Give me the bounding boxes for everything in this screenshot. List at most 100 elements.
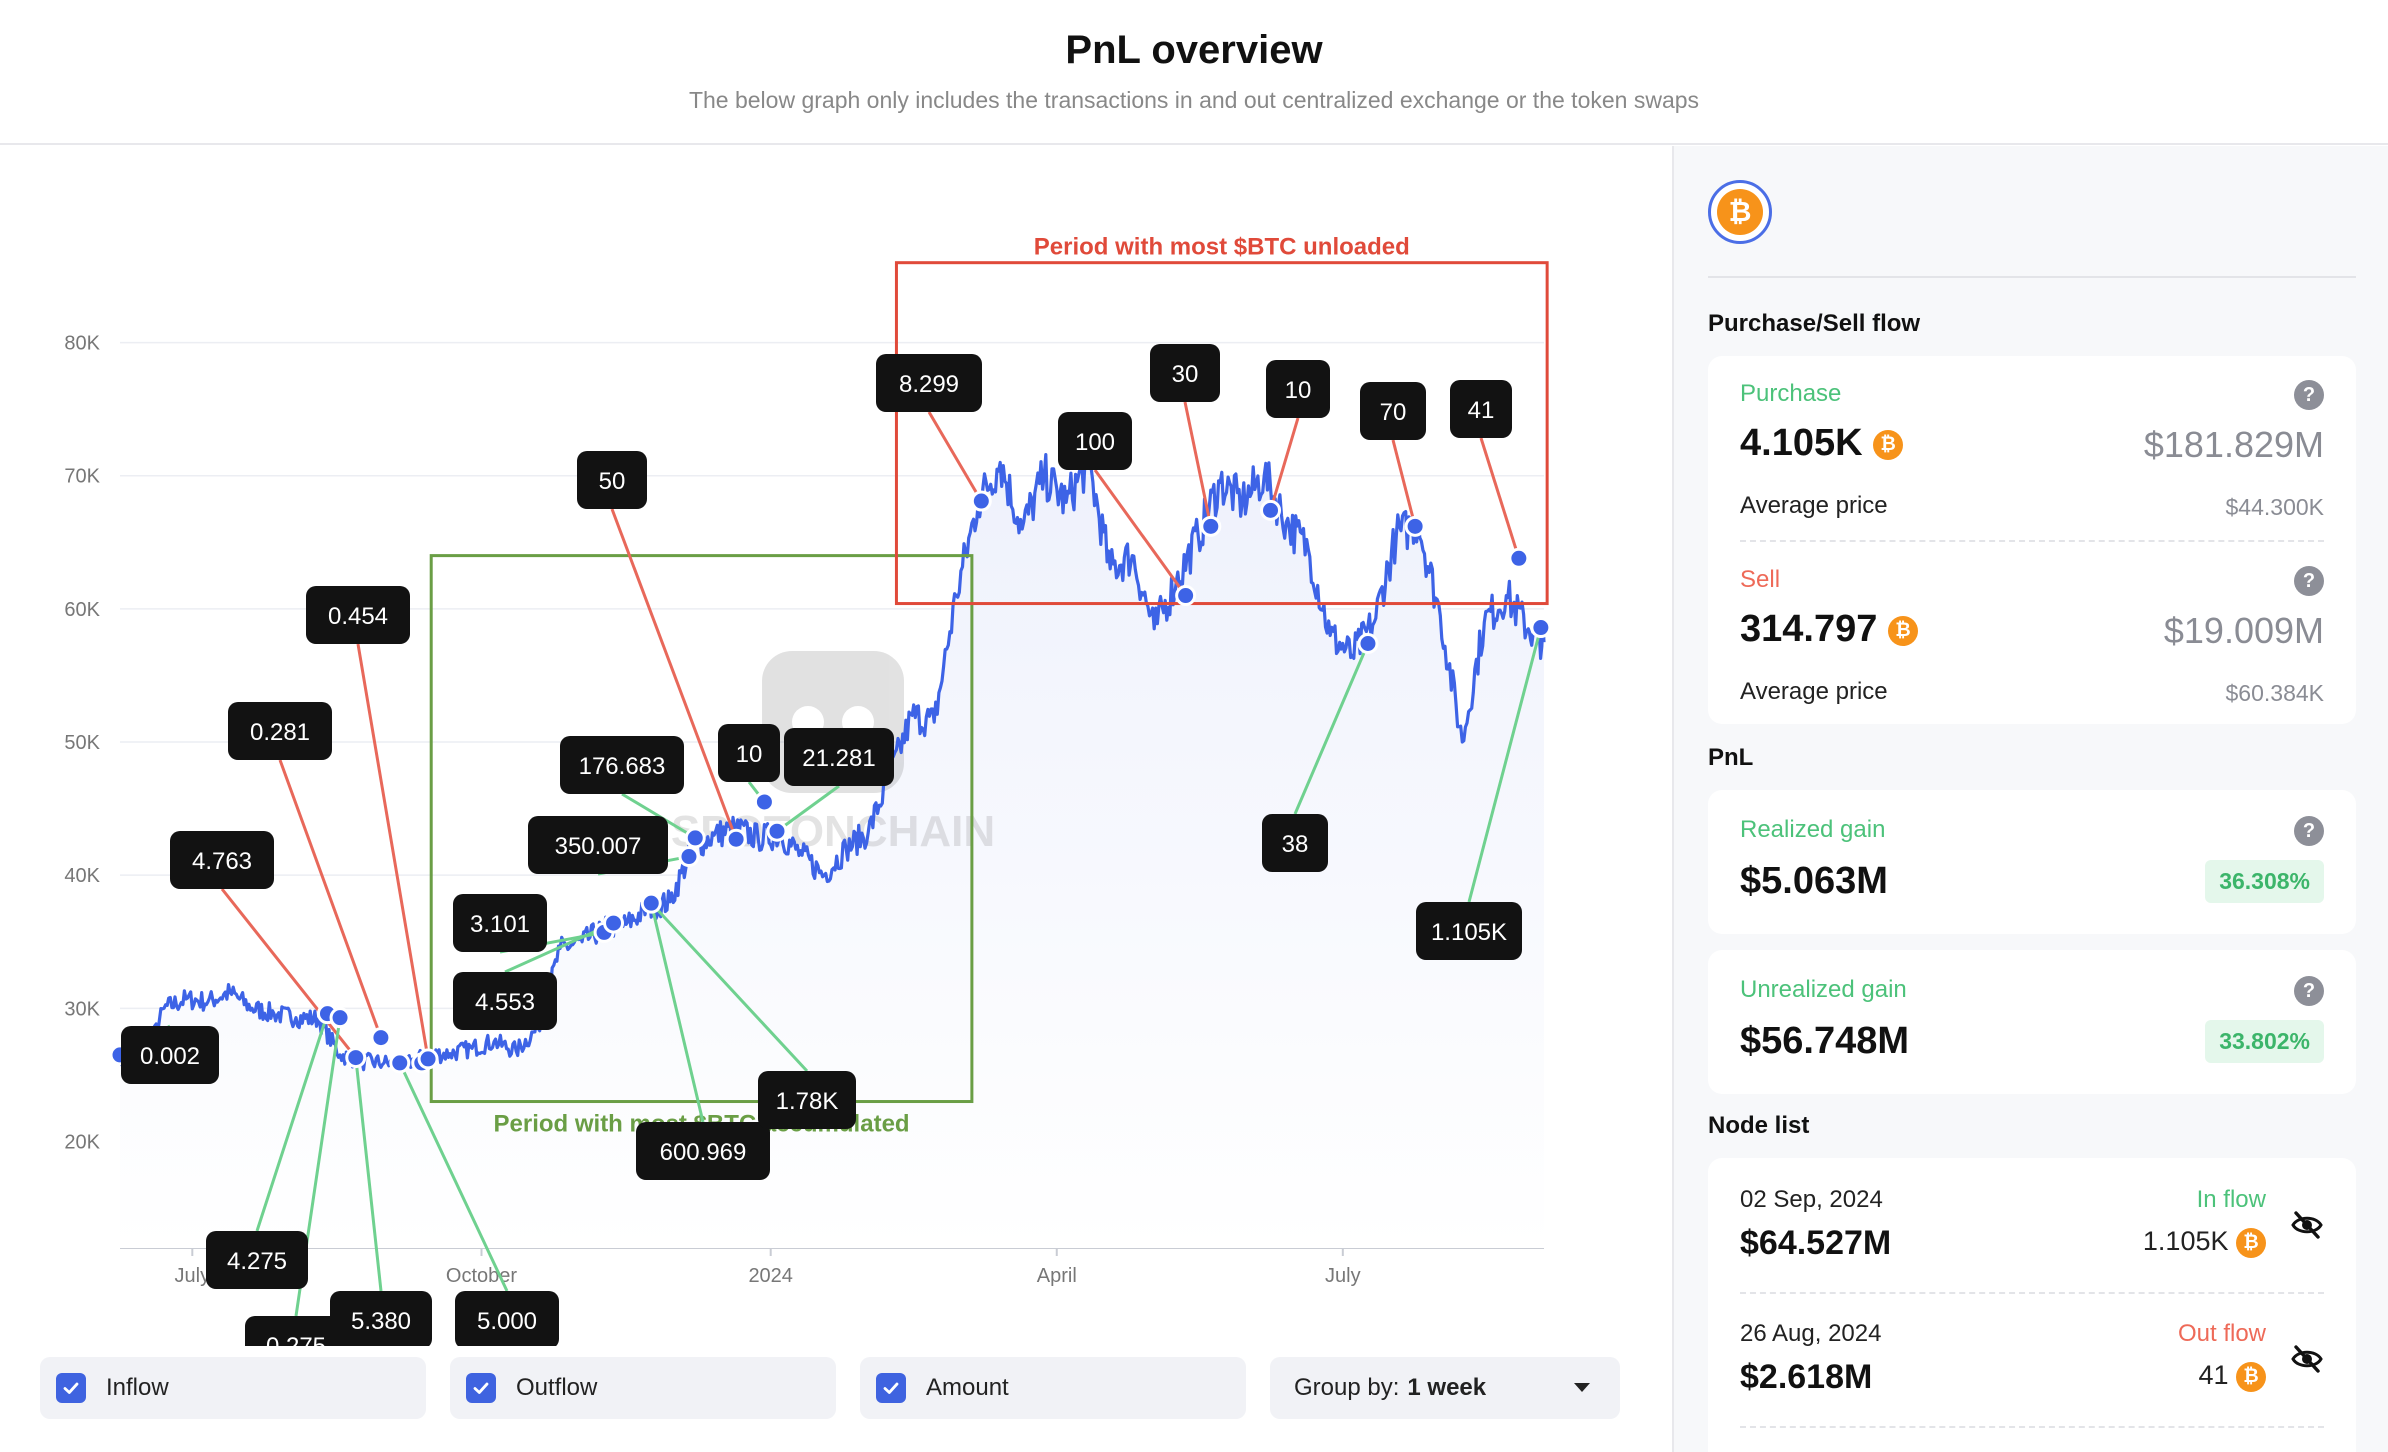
eye-off-icon[interactable] [2290,1210,2324,1245]
amount-label: 4.763 [192,848,252,875]
unrealized-pct-badge: 33.802% [2205,1020,2324,1063]
amount-label-box [718,724,780,782]
amount-label-box [455,1291,559,1346]
amount-label: 4.553 [475,989,535,1016]
amount-label-box [206,1231,308,1289]
flow-section-title: Purchase/Sell flow [1708,310,1921,337]
amount-label: 30 [1172,361,1199,388]
connector-line [1183,401,1213,527]
y-tick-label: 30K [64,998,100,1020]
amount-toggle[interactable]: Amount [860,1357,1246,1419]
node-separator [1740,1426,2324,1428]
amount-label: 10 [1285,377,1312,404]
amount-label-box [636,1122,770,1180]
transaction-marker [678,846,700,868]
connector-line [776,784,840,833]
page-header: PnL overview The below graph only includ… [0,0,2388,145]
transaction-marker [370,1027,392,1049]
amount-label-box [1266,360,1330,418]
realized-help-icon[interactable]: ? [2294,816,2324,846]
purchase-avg-value: $44.300K [2225,494,2324,520]
connector-line [1269,417,1300,511]
transaction-marker [970,490,992,512]
sell-help-icon[interactable]: ? [2294,566,2324,596]
node-value: $64.527M [1740,1224,1892,1262]
transaction-marker [389,1052,411,1074]
sell-usd: $19.009M [2163,610,2324,651]
amount-label: 100 [1075,429,1115,456]
chart-controls: Inflow Outflow Amount Group by: 1 week [40,1357,1620,1419]
outflow-checkbox[interactable] [466,1373,496,1403]
connector-line [927,411,983,502]
group-by-select[interactable]: Group by: 1 week [1270,1357,1620,1419]
transaction-marker [753,791,775,813]
sell-amount: 314.797 ₿ [1740,608,1918,651]
transaction-marker [1200,515,1222,537]
amount-label: 350.007 [555,833,642,860]
amount-label: 5.000 [477,1308,537,1335]
connector-line [650,902,809,1073]
amount-label-box [170,831,274,889]
purchase-label: Purchase [1740,380,1842,407]
annotation-box [894,261,1549,606]
page-subtitle: The below graph only includes the transa… [688,87,1700,113]
inflow-checkbox[interactable] [56,1373,86,1403]
connector-line [398,1062,509,1292]
connector-line [610,508,738,840]
transaction-marker [417,1048,439,1070]
node-separator [1740,1292,2324,1294]
amount-label-box [306,586,410,644]
amount-label: 1.105K [1431,919,1507,946]
amount-label-box [330,1291,432,1346]
transaction-marker [1508,547,1530,569]
node-amount: 1.105K ₿ [2143,1226,2266,1258]
transaction-marker [1175,585,1197,607]
unrealized-label: Unrealized gain [1740,976,1907,1003]
node-flow-label: In flow [2196,1186,2266,1213]
btc-icon: ₿ [1873,429,1904,460]
y-tick-label: 20K [64,1131,100,1153]
node-item[interactable]: 02 Sep, 2024 In flow $64.527M 1.105K ₿ [1708,1158,2356,1292]
realized-pct-badge: 36.308% [2205,860,2324,903]
node-amount: 41 ₿ [2198,1360,2266,1392]
amount-label: 0.002 [140,1043,200,1070]
purchase-usd: $181.829M [2143,424,2324,465]
amount-label: 1.78K [776,1088,839,1115]
card-separator [1740,540,2324,542]
realized-value: $5.063M [1740,860,1888,902]
inflow-toggle[interactable]: Inflow [40,1357,426,1419]
amount-label-box [453,972,557,1030]
connector-line [1391,439,1417,527]
amount-label-box [228,702,332,760]
purchase-help-icon[interactable]: ? [2294,380,2324,410]
connector-line [621,792,697,840]
y-tick-label: 60K [64,599,100,621]
eye-off-icon[interactable] [2290,1344,2324,1379]
realized-label: Realized gain [1740,816,1886,843]
connector-line [354,1057,383,1292]
node-value: $2.618M [1740,1358,1873,1396]
connector-line [1293,642,1370,815]
amount-label: 5.380 [351,1308,411,1335]
outflow-toggle[interactable]: Outflow [450,1357,836,1419]
connector-line [278,759,383,1039]
outflow-label: Outflow [516,1374,598,1401]
amount-label-box [1150,344,1220,402]
connector-line [220,888,357,1059]
purchase-avg-label: Average price [1740,492,1888,519]
amount-checkbox[interactable] [876,1373,906,1403]
amount-label-box [876,354,982,412]
amount-label: 21.281 [802,745,875,772]
amount-label: 4.275 [227,1248,287,1275]
node-item[interactable]: 26 Aug, 2024 Out flow $2.618M 41 ₿ [1708,1292,2356,1426]
transaction-marker [329,1007,351,1029]
amount-label-box [758,1071,856,1129]
amount-label-box [1058,412,1132,470]
unrealized-help-icon[interactable]: ? [2294,976,2324,1006]
connector-line [1467,627,1543,903]
amount-label-box [1360,382,1426,440]
side-panel: ₿ Purchase/Sell flow Purchase ? 4.105K ₿… [1672,146,2388,1452]
sell-avg-label: Average price [1740,678,1888,705]
node-list-title: Node list [1708,1112,1810,1139]
transaction-marker [725,828,747,850]
